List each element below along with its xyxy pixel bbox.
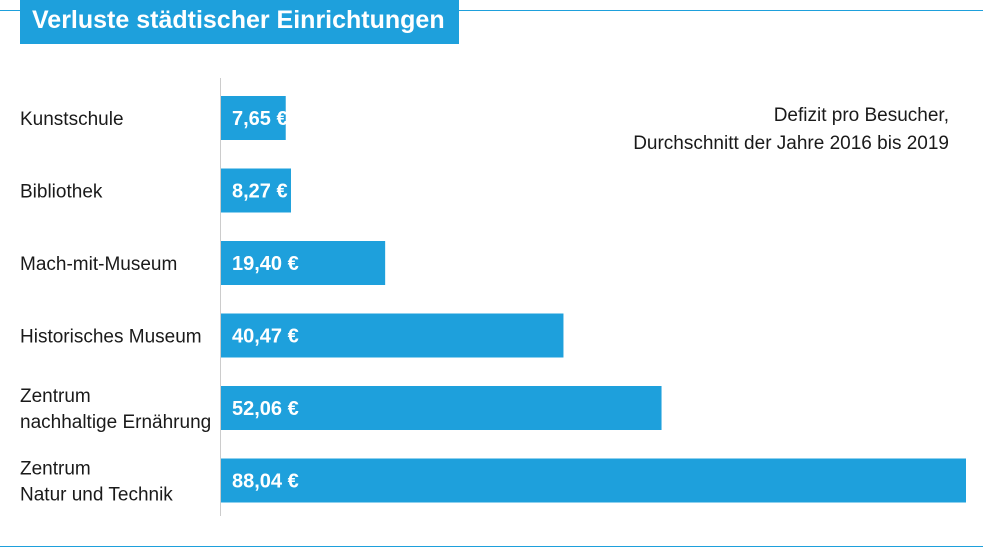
bottom-rule [0,546,983,547]
bar [221,386,662,430]
bar-value-label: 52,06 € [232,398,299,420]
bar [221,241,386,285]
bar [221,96,286,140]
top-rule [0,10,983,11]
category-label: Historisches Museum [20,327,202,348]
note-line-2: Durchschnitt der Jahre 2016 bis 2019 [633,133,949,154]
bar-value-label: 40,47 € [232,326,299,348]
category-label: Zentrum [20,386,91,407]
bar [221,313,564,358]
category-label: Zentrum [20,459,91,480]
category-label: nachhaltige Ernährung [20,412,211,433]
chart-title: Verluste städtischer Einrichtungen [20,0,459,44]
category-label: Natur und Technik [20,485,173,506]
bar-value-label: 88,04 € [232,471,299,493]
bar-value-label: 19,40 € [232,253,299,275]
chart-note: Defizit pro Besucher, Durchschnitt der J… [633,102,949,158]
category-label: Bibliothek [20,182,103,203]
bar [221,458,966,503]
bar-value-label: 7,65 € [232,108,288,130]
category-label: Kunstschule [20,109,124,130]
bar [221,168,291,213]
category-label: Mach-mit-Museum [20,254,177,275]
bar-value-label: 8,27 € [232,181,288,203]
note-line-1: Defizit pro Besucher, [773,105,949,126]
